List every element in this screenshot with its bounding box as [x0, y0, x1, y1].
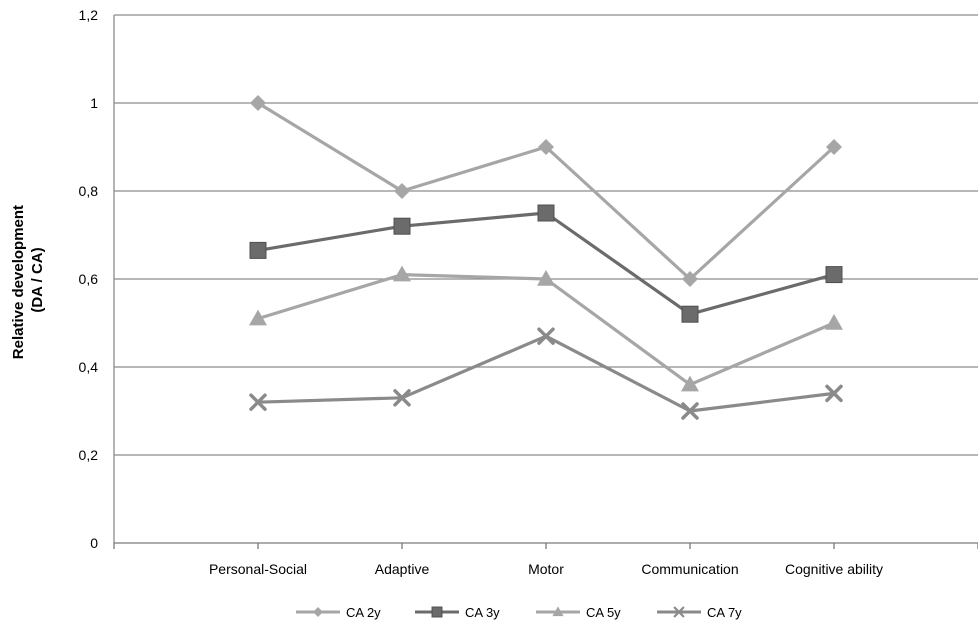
series-line	[257, 273, 835, 387]
series-ca-3y	[249, 204, 843, 323]
x-tick-label: Cognitive ability	[785, 561, 883, 577]
data-point	[393, 217, 411, 235]
y-tick-label: 1,2	[79, 7, 99, 23]
data-point	[825, 384, 843, 403]
series-line	[257, 334, 835, 413]
data-point	[393, 265, 411, 282]
y-tick-label: 0	[90, 535, 98, 551]
series-ca-7y	[249, 327, 843, 420]
gridlines	[114, 14, 978, 456]
legend-item: CA 2y	[296, 605, 381, 620]
y-axis-label: Relative development (DA / CA)	[10, 201, 46, 359]
data-point	[826, 139, 842, 155]
data-point	[537, 327, 555, 345]
data-point	[673, 606, 685, 618]
y-tick-label: 0,4	[79, 359, 99, 375]
legend-item: CA 3y	[415, 605, 500, 620]
data-point	[825, 266, 843, 284]
data-point	[431, 606, 443, 618]
x-axis	[113, 15, 978, 549]
series-ca-5y	[249, 265, 843, 392]
data-point	[394, 183, 410, 199]
x-tick-label: Adaptive	[375, 561, 430, 577]
legend-label: CA 5y	[586, 605, 621, 620]
data-point	[681, 375, 699, 392]
data-point	[537, 204, 555, 222]
legend-item: CA 7y	[657, 605, 742, 620]
data-point	[249, 393, 267, 411]
series-group	[249, 95, 843, 420]
legend: CA 2y CA 3y CA 5y CA 7y	[296, 605, 742, 620]
legend-label: CA 7y	[707, 605, 742, 620]
series-ca-2y	[250, 95, 842, 287]
y-tick-label: 0,6	[79, 271, 99, 287]
data-point	[393, 389, 411, 407]
data-point	[249, 241, 267, 259]
data-point	[250, 95, 266, 111]
data-point	[537, 270, 555, 286]
legend-item: CA 5y	[536, 605, 621, 620]
x-tick-label: Personal-Social	[209, 561, 307, 577]
legend-label: CA 3y	[465, 605, 500, 620]
data-point	[538, 139, 554, 155]
data-point	[681, 305, 699, 323]
x-tick-label: Motor	[528, 561, 564, 577]
y-tick-label: 0,2	[79, 447, 99, 463]
data-point	[825, 314, 843, 330]
y-tick-labels: 0 0,2 0,4 0,6 0,8 1 1,2	[79, 7, 99, 551]
data-point	[681, 402, 699, 420]
data-point	[249, 309, 267, 326]
data-point	[313, 607, 323, 617]
x-tick-labels: Personal-Social Adaptive Motor Communicatio…	[209, 561, 883, 577]
x-tick-label: Communication	[641, 561, 738, 577]
data-point	[682, 271, 698, 287]
y-tick-label: 1	[90, 95, 98, 111]
y-tick-label: 0,8	[79, 183, 99, 199]
legend-label: CA 2y	[346, 605, 381, 620]
data-point	[552, 606, 564, 617]
